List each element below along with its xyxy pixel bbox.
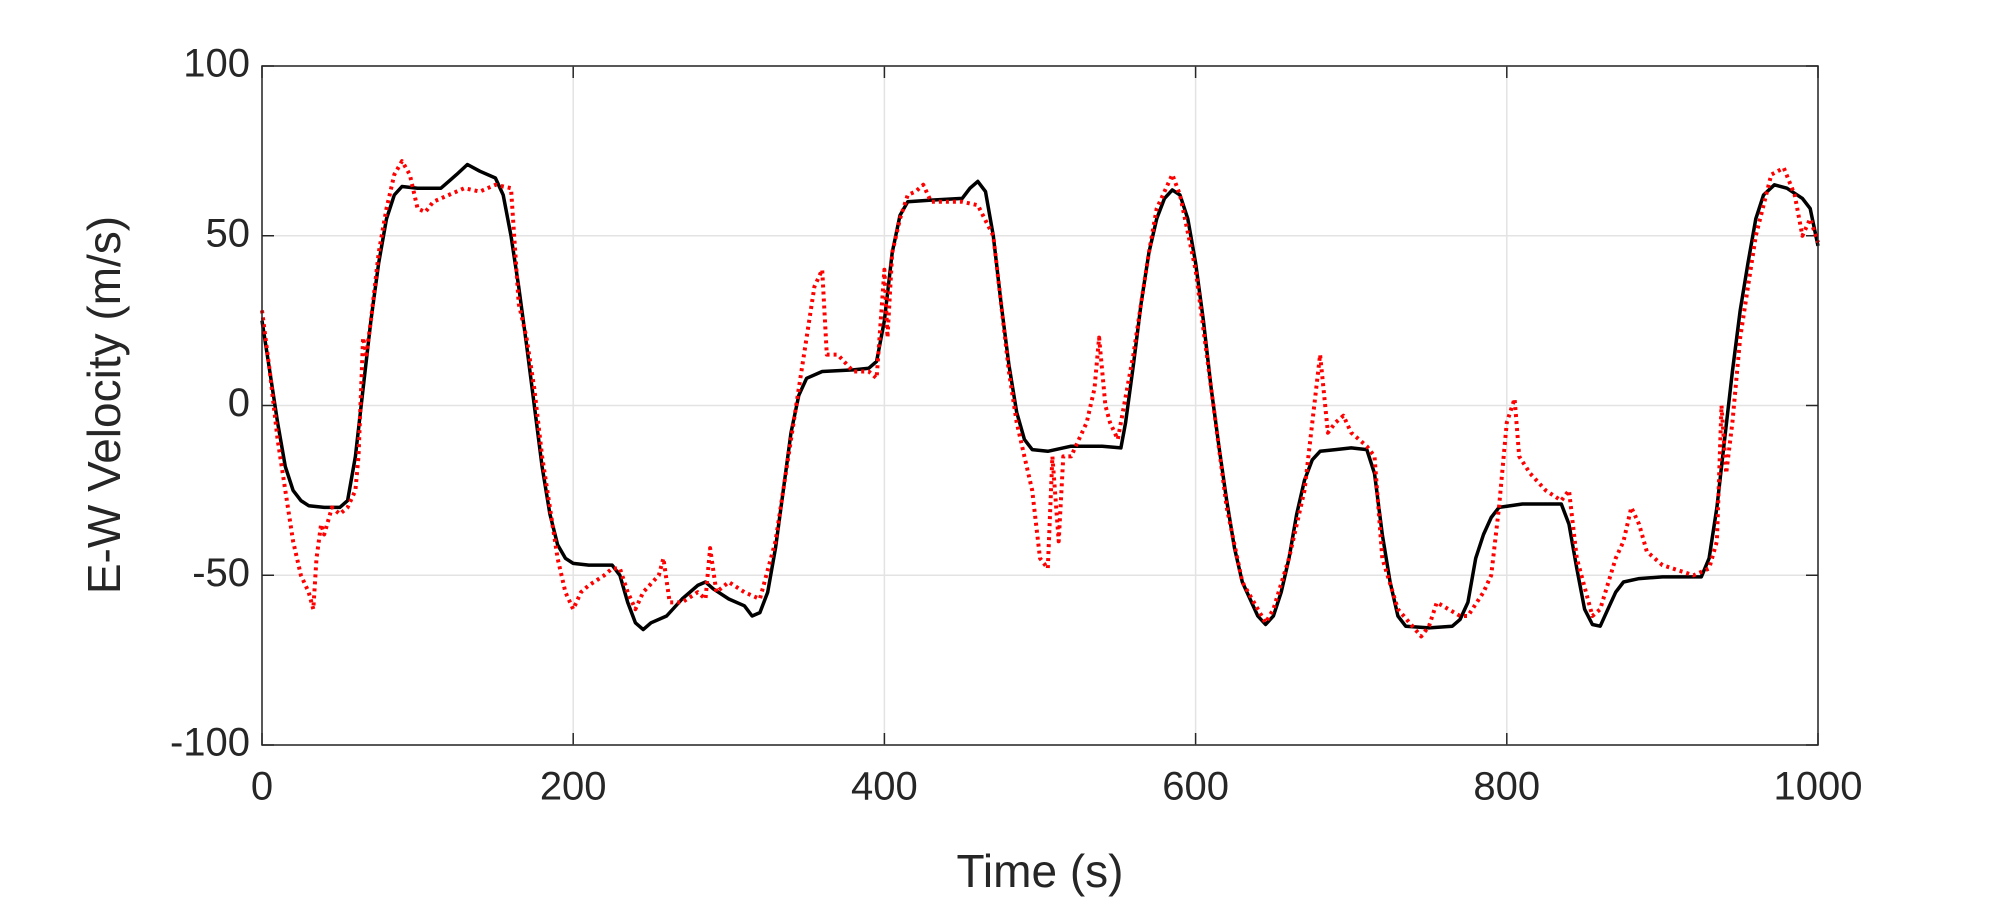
y-tick-label: 0 <box>228 381 250 425</box>
y-tick-label: -50 <box>192 551 250 595</box>
x-tick-label: 1000 <box>1774 765 1863 809</box>
x-axis-label: Time (s) <box>957 845 1124 897</box>
x-tick-label: 400 <box>851 765 918 809</box>
data-line <box>260 162 1820 632</box>
data-line <box>260 159 1820 639</box>
x-tick-label: 800 <box>1473 765 1540 809</box>
axes-box <box>261 65 1819 746</box>
y-tick-label: 50 <box>206 211 251 255</box>
y-axis-label: E-W Velocity (m/s) <box>78 216 130 594</box>
x-tick-label: 600 <box>1162 765 1229 809</box>
x-tick-label: 200 <box>540 765 607 809</box>
y-tick-label: 100 <box>183 42 250 86</box>
y-tick-label: -100 <box>170 721 250 765</box>
x-tick-label: 0 <box>251 765 273 809</box>
